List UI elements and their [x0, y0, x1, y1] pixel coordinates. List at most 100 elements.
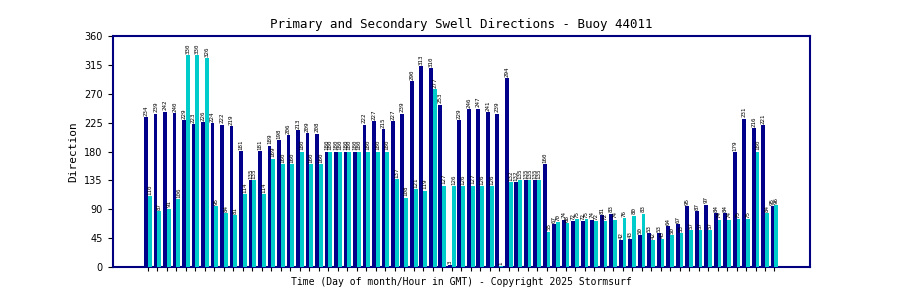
Bar [556, 222, 560, 267]
Bar [590, 220, 594, 267]
Text: 189: 189 [267, 134, 272, 144]
Bar [619, 240, 623, 267]
Text: 222: 222 [220, 113, 224, 123]
Text: 57: 57 [698, 222, 703, 229]
Bar [334, 152, 338, 267]
Text: 97: 97 [704, 196, 708, 203]
Text: 180: 180 [328, 140, 333, 150]
Text: 160: 160 [290, 152, 295, 163]
Text: 67: 67 [552, 216, 557, 223]
Bar [230, 127, 233, 267]
Text: 75: 75 [584, 211, 589, 218]
Bar [471, 185, 474, 267]
Bar [765, 213, 769, 267]
Text: 221: 221 [760, 113, 766, 124]
Text: 229: 229 [457, 108, 462, 119]
Bar [338, 152, 342, 267]
Text: 72: 72 [603, 212, 608, 220]
Text: 108: 108 [404, 186, 409, 196]
Bar [657, 233, 661, 267]
Bar [609, 214, 613, 267]
Bar [524, 180, 527, 267]
Bar [481, 186, 484, 267]
Bar [695, 211, 698, 267]
Bar [448, 265, 452, 267]
Bar [300, 152, 303, 267]
Text: 180: 180 [356, 140, 361, 150]
Bar [546, 232, 551, 267]
Bar [518, 180, 522, 267]
Bar [202, 122, 205, 267]
Bar [419, 66, 423, 267]
Bar [400, 114, 404, 267]
Bar [144, 117, 148, 267]
Text: 137: 137 [394, 167, 400, 178]
Text: 160: 160 [543, 152, 547, 163]
Bar [585, 219, 589, 267]
Bar [429, 68, 433, 267]
Text: 68: 68 [565, 215, 570, 222]
Text: 198: 198 [276, 128, 282, 139]
Bar [286, 135, 291, 267]
Bar [325, 152, 328, 267]
Text: 43: 43 [627, 231, 633, 238]
Bar [575, 219, 579, 267]
Bar [461, 186, 465, 267]
Text: 75: 75 [736, 211, 741, 218]
Bar [698, 230, 702, 267]
Bar [414, 189, 418, 267]
Text: 126: 126 [451, 174, 456, 185]
Bar [661, 239, 664, 267]
Text: 83: 83 [641, 206, 646, 212]
Bar [500, 266, 503, 267]
Text: 126: 126 [480, 174, 484, 185]
Text: 55: 55 [546, 224, 551, 230]
Text: 224: 224 [210, 112, 215, 122]
Bar [527, 180, 532, 267]
Bar [746, 219, 750, 267]
Text: 135: 135 [518, 169, 523, 179]
Text: 229: 229 [182, 108, 186, 119]
Text: 180: 180 [384, 140, 390, 150]
Bar [182, 120, 186, 267]
Bar [328, 152, 332, 267]
Text: 74: 74 [726, 211, 732, 218]
Title: Primary and Secondary Swell Directions - Buoy 44011: Primary and Secondary Swell Directions -… [270, 18, 652, 31]
Text: 330: 330 [185, 44, 191, 54]
Text: 180: 180 [375, 140, 380, 150]
Text: 57: 57 [688, 222, 694, 229]
Y-axis label: Direction: Direction [68, 121, 78, 182]
Bar [736, 219, 741, 267]
Text: 180: 180 [353, 140, 357, 150]
Text: 83: 83 [608, 206, 614, 212]
Bar [433, 89, 436, 267]
Bar [176, 199, 180, 267]
Text: 330: 330 [195, 44, 200, 54]
Bar [344, 152, 347, 267]
Text: 239: 239 [400, 102, 405, 112]
Text: 216: 216 [752, 117, 756, 127]
Text: 213: 213 [295, 118, 301, 129]
Text: 95: 95 [214, 198, 219, 205]
Text: 208: 208 [314, 122, 319, 132]
Bar [623, 218, 626, 267]
Text: 326: 326 [204, 46, 210, 56]
Text: 246: 246 [466, 98, 472, 108]
Bar [724, 213, 727, 267]
Bar [385, 152, 389, 267]
Text: 242: 242 [163, 100, 167, 110]
Text: 84: 84 [764, 205, 770, 212]
Bar [566, 224, 570, 267]
Text: 179: 179 [732, 140, 737, 151]
Bar [534, 180, 537, 267]
Bar [755, 152, 760, 267]
Bar [438, 105, 442, 267]
Bar [315, 134, 319, 267]
Text: 181: 181 [238, 139, 244, 150]
Text: 310: 310 [428, 56, 434, 67]
Bar [689, 230, 693, 267]
Bar [761, 125, 765, 267]
Text: 206: 206 [286, 123, 291, 134]
Bar [670, 235, 674, 267]
Text: 106: 106 [176, 187, 181, 198]
